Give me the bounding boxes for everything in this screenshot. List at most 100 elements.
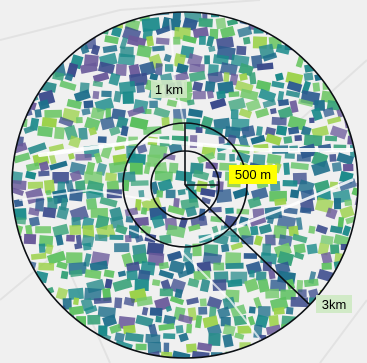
parcel <box>272 117 287 126</box>
parcel <box>193 91 206 100</box>
parcel <box>138 190 144 197</box>
parcel <box>66 252 82 263</box>
parcel <box>47 198 57 209</box>
parcel <box>286 307 294 315</box>
parcel <box>173 37 180 45</box>
parcel <box>304 72 314 81</box>
parcel <box>217 153 225 160</box>
parcel <box>37 126 53 137</box>
parcel <box>249 306 256 313</box>
parcel <box>285 153 295 159</box>
parcel <box>198 307 207 315</box>
parcel <box>125 235 132 242</box>
label-500m: 500 m <box>229 165 277 184</box>
parcel <box>236 46 246 55</box>
parcel <box>145 109 151 114</box>
parcel <box>200 298 207 306</box>
parcel <box>163 333 175 339</box>
parcel <box>237 325 251 333</box>
parcel <box>92 91 99 99</box>
parcel <box>42 117 57 128</box>
parcel <box>283 163 290 175</box>
parcel <box>43 207 57 218</box>
parcel <box>221 244 229 252</box>
parcel <box>165 64 174 72</box>
parcel <box>152 279 160 286</box>
parcel <box>114 332 125 342</box>
parcel <box>196 127 203 133</box>
parcel <box>155 63 163 75</box>
parcel <box>249 270 255 278</box>
parcel <box>118 53 135 65</box>
parcel <box>141 207 147 214</box>
parcel <box>114 243 129 252</box>
parcel <box>322 263 332 270</box>
parcel <box>148 342 162 353</box>
parcel <box>225 208 234 214</box>
parcel <box>131 180 149 186</box>
parcel <box>152 46 165 52</box>
parcel <box>186 324 192 334</box>
svg-text:500 m: 500 m <box>235 167 271 182</box>
parcel <box>149 101 158 108</box>
parcel <box>199 36 206 45</box>
parcel <box>270 108 277 114</box>
parcel <box>66 235 75 242</box>
parcel <box>116 64 127 76</box>
parcel <box>76 117 83 123</box>
parcel <box>344 199 352 206</box>
label-3km: 3km <box>316 295 352 313</box>
parcel <box>150 307 163 316</box>
parcel <box>244 253 257 259</box>
parcel <box>155 316 162 323</box>
parcel <box>54 127 65 140</box>
parcel <box>229 91 240 97</box>
parcel <box>308 226 315 234</box>
parcel <box>199 18 213 27</box>
svg-text:3km: 3km <box>322 297 347 312</box>
parcel <box>309 118 314 124</box>
parcel <box>178 189 186 195</box>
parcel <box>173 109 186 120</box>
parcel <box>75 154 91 161</box>
parcel <box>61 271 69 280</box>
parcel <box>123 325 136 334</box>
parcel <box>269 315 279 327</box>
parcel <box>101 91 111 98</box>
parcel <box>276 125 287 136</box>
parcel <box>297 154 311 161</box>
parcel <box>332 162 342 172</box>
parcel <box>44 110 62 118</box>
parcel <box>313 82 321 91</box>
parcel <box>73 297 79 305</box>
parcel <box>98 136 107 143</box>
parcel <box>291 297 309 307</box>
parcel <box>156 37 170 44</box>
parcel <box>283 180 298 187</box>
parcel <box>86 198 97 210</box>
parcel <box>216 90 226 99</box>
svg-text:1 km: 1 km <box>155 82 183 97</box>
parcel <box>226 263 244 269</box>
parcel <box>35 226 51 233</box>
parcel <box>38 263 54 271</box>
parcel <box>39 244 46 253</box>
parcel <box>76 235 82 244</box>
parcel <box>330 244 339 254</box>
parcel <box>166 190 176 198</box>
parcel <box>105 173 117 182</box>
parcel <box>83 100 93 108</box>
parcel <box>160 288 173 296</box>
parcel <box>334 198 341 209</box>
parcel <box>213 263 224 271</box>
parcel <box>216 18 227 30</box>
parcel <box>138 270 151 281</box>
parcel <box>294 243 306 254</box>
parcel <box>24 234 36 244</box>
parcel <box>343 164 353 171</box>
label-1km: 1 km <box>151 80 187 98</box>
parcel <box>243 37 251 45</box>
parcel <box>136 344 147 351</box>
parcel <box>227 279 242 287</box>
